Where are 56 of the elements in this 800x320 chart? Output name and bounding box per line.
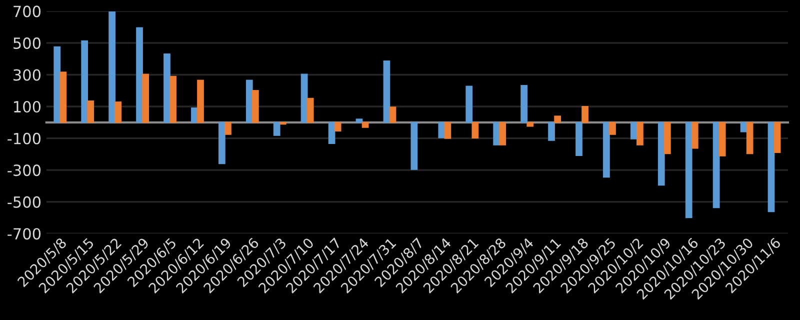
bar [768, 122, 775, 212]
bar [334, 122, 342, 132]
bar [576, 122, 582, 156]
bar [60, 72, 67, 123]
bar [306, 98, 314, 123]
bar [746, 122, 754, 154]
bar [218, 122, 226, 164]
bar [224, 122, 232, 135]
bar [108, 11, 116, 123]
bar [252, 90, 259, 123]
bar [472, 122, 479, 139]
y-tick-label: 100 [14, 100, 41, 113]
y-tick-label: 700 [14, 6, 41, 18]
y-tick-label: 300 [14, 69, 41, 81]
bar [273, 122, 280, 136]
y-tick-label: 500 [14, 37, 41, 49]
bar [362, 122, 369, 128]
bar [54, 46, 61, 123]
bar [136, 27, 143, 123]
bar [603, 122, 610, 178]
bar [197, 80, 204, 123]
bar [499, 122, 506, 146]
bar [520, 84, 528, 123]
bar [609, 122, 616, 135]
bar [410, 122, 418, 170]
bar [691, 122, 698, 149]
bar [170, 76, 176, 123]
bar [664, 122, 671, 154]
bar [438, 122, 446, 138]
bar [526, 122, 534, 127]
bar [658, 122, 665, 186]
y-tick-label: -100 [8, 132, 41, 144]
bar [685, 122, 692, 218]
bar [389, 106, 396, 123]
y-tick-label: -700 [8, 228, 41, 240]
bar [554, 116, 561, 123]
bar [114, 101, 122, 123]
bar [328, 122, 336, 144]
bar [444, 122, 452, 139]
bar [548, 122, 555, 141]
bar [246, 80, 253, 123]
bar [383, 60, 390, 123]
bar [356, 118, 363, 123]
y-tick-label: -300 [8, 164, 41, 176]
bar [582, 106, 588, 123]
bar [164, 54, 170, 123]
bar [81, 40, 88, 123]
bar [712, 122, 720, 208]
bar [636, 122, 644, 146]
bar [718, 122, 726, 156]
bar [774, 122, 781, 154]
y-tick-label: -500 [8, 196, 41, 208]
bar [87, 100, 94, 123]
bar [142, 74, 149, 123]
bar [466, 86, 473, 123]
bar [300, 74, 308, 123]
